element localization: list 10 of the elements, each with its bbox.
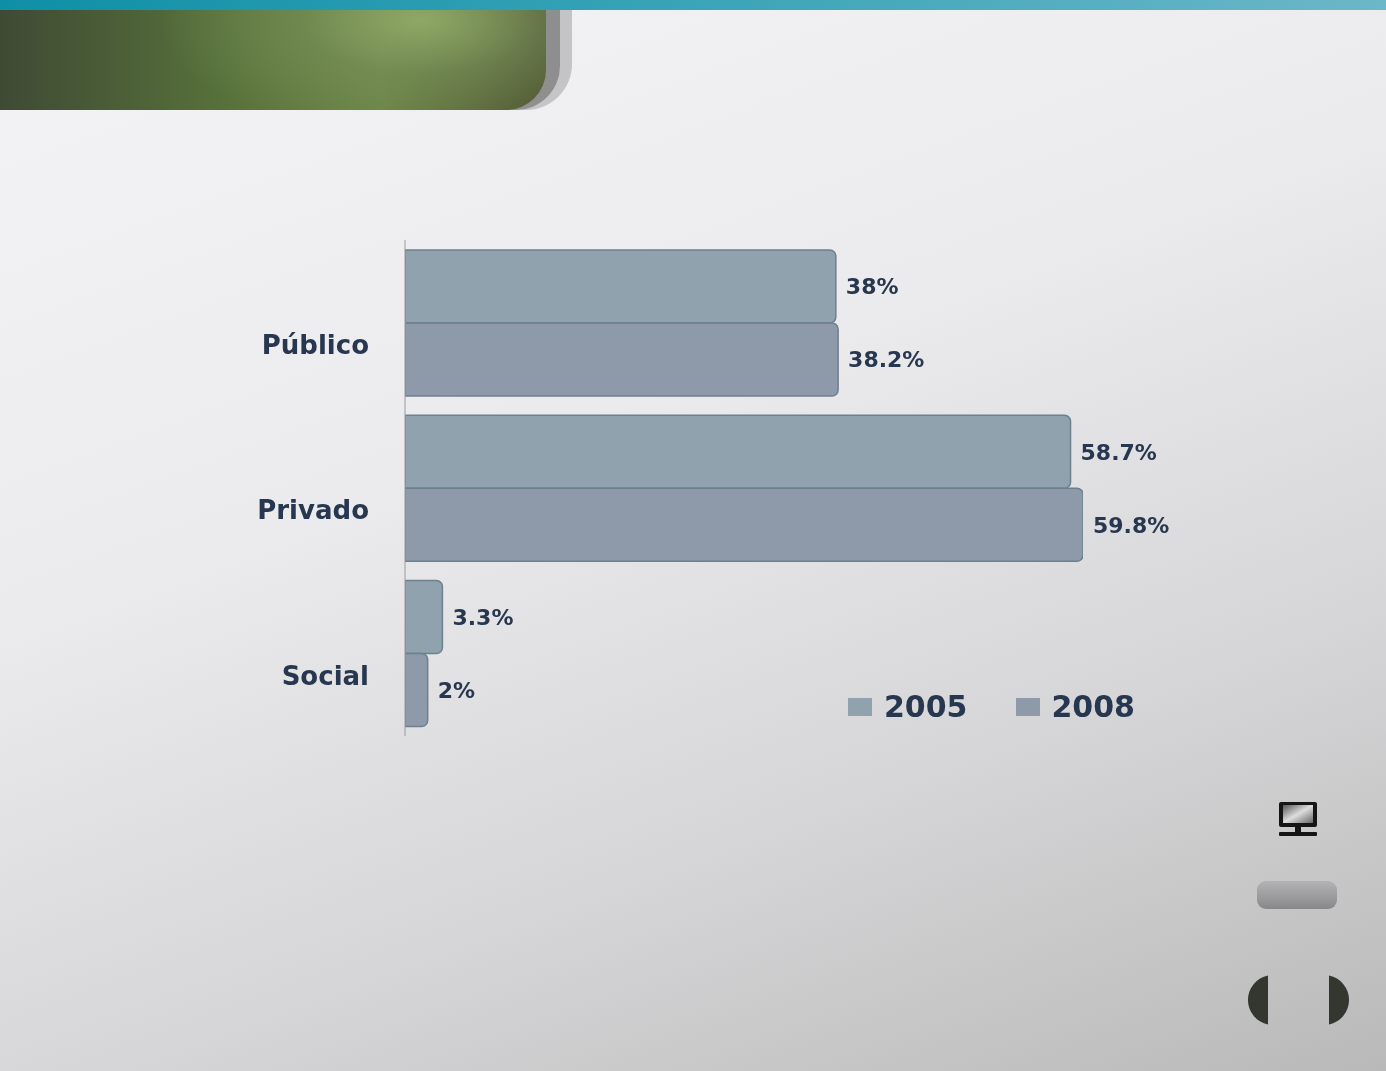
y-tick-label: Público (261, 329, 369, 360)
data-label: 2% (437, 677, 476, 703)
data-label: 58.7% (1080, 439, 1157, 465)
data-label: 3.3% (452, 604, 514, 630)
data-label: 38% (845, 274, 899, 300)
y-tick-label: Social (281, 660, 369, 691)
legend: 2005 2008 (848, 689, 1135, 725)
data-label: 59.8% (1093, 512, 1170, 538)
data-label: 38.2% (848, 347, 925, 373)
y-tick-label: Privado (257, 495, 369, 526)
